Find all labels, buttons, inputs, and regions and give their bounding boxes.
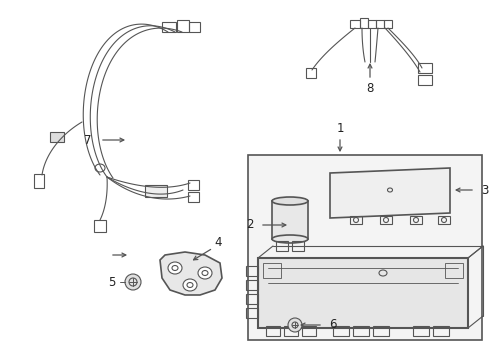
- Bar: [433, 326, 449, 336]
- Bar: [272, 201, 308, 239]
- Bar: [34, 174, 44, 188]
- Bar: [246, 308, 258, 318]
- Bar: [188, 192, 199, 202]
- Bar: [373, 326, 389, 336]
- Text: 5: 5: [108, 275, 116, 288]
- Ellipse shape: [198, 267, 212, 279]
- Bar: [445, 263, 463, 278]
- Bar: [276, 241, 288, 251]
- Bar: [350, 20, 360, 28]
- Bar: [177, 20, 189, 32]
- Bar: [248, 155, 482, 340]
- Bar: [410, 216, 422, 224]
- Ellipse shape: [168, 262, 182, 274]
- Bar: [438, 216, 450, 224]
- Bar: [418, 75, 432, 85]
- Bar: [376, 20, 384, 28]
- Text: 1: 1: [336, 122, 344, 135]
- Bar: [266, 326, 280, 336]
- Text: 8: 8: [367, 81, 374, 94]
- Bar: [302, 326, 316, 336]
- Bar: [246, 280, 258, 290]
- Text: 6: 6: [329, 319, 337, 332]
- Ellipse shape: [288, 318, 302, 332]
- Bar: [333, 326, 349, 336]
- Bar: [189, 22, 200, 32]
- Bar: [368, 20, 376, 28]
- Bar: [384, 20, 392, 28]
- Bar: [162, 22, 176, 32]
- Text: 3: 3: [481, 184, 489, 197]
- Bar: [284, 326, 298, 336]
- Bar: [258, 258, 468, 328]
- Bar: [380, 216, 392, 224]
- Bar: [418, 63, 432, 73]
- Bar: [246, 266, 258, 276]
- Bar: [246, 294, 258, 304]
- Bar: [413, 326, 429, 336]
- Bar: [94, 220, 106, 232]
- Bar: [360, 18, 368, 28]
- Bar: [353, 326, 369, 336]
- Ellipse shape: [125, 274, 141, 290]
- Ellipse shape: [272, 235, 308, 243]
- Polygon shape: [160, 252, 222, 295]
- Text: 2: 2: [246, 219, 254, 231]
- Ellipse shape: [183, 279, 197, 291]
- Polygon shape: [330, 168, 450, 218]
- Bar: [50, 132, 64, 142]
- Text: 4: 4: [214, 237, 222, 249]
- Ellipse shape: [272, 197, 308, 205]
- Bar: [350, 216, 362, 224]
- Bar: [292, 241, 304, 251]
- Bar: [263, 263, 281, 278]
- Bar: [188, 180, 199, 190]
- Bar: [306, 68, 316, 78]
- Text: 7: 7: [84, 134, 92, 147]
- Bar: [145, 185, 167, 197]
